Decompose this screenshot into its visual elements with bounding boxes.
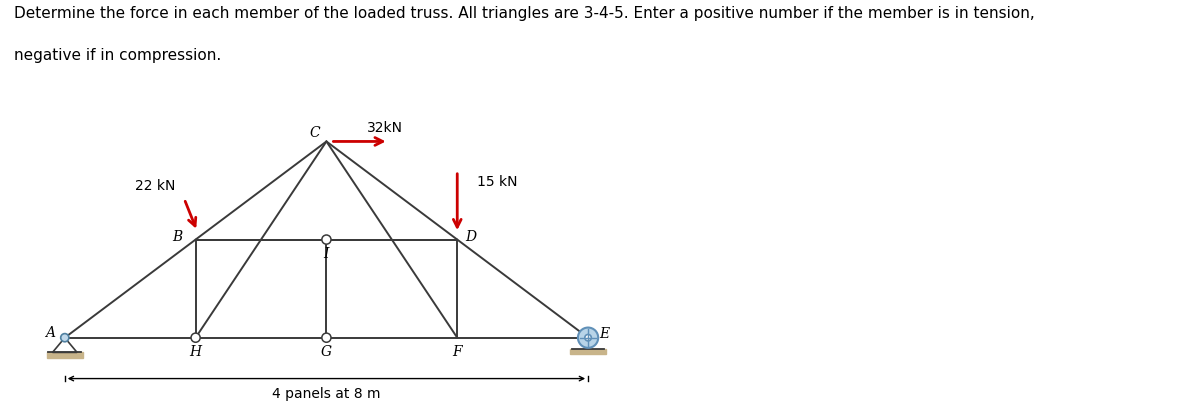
Text: E: E	[600, 327, 609, 342]
Text: negative if in compression.: negative if in compression.	[14, 48, 221, 63]
Circle shape	[584, 334, 592, 341]
Circle shape	[61, 334, 69, 342]
Text: D: D	[466, 230, 477, 244]
Bar	[570, 349, 606, 354]
Text: F: F	[453, 345, 462, 359]
Text: C: C	[310, 126, 320, 140]
Text: I: I	[324, 247, 329, 261]
Text: 4 panels at 8 m: 4 panels at 8 m	[272, 387, 381, 401]
Text: 15 kN: 15 kN	[477, 175, 517, 189]
Text: G: G	[321, 345, 332, 359]
Circle shape	[191, 333, 201, 342]
Text: H: H	[190, 345, 202, 359]
Polygon shape	[53, 338, 76, 352]
Circle shape	[321, 235, 331, 244]
Text: A: A	[45, 326, 55, 340]
Text: 22 kN: 22 kN	[135, 178, 174, 193]
Bar	[47, 352, 82, 358]
Text: B: B	[172, 230, 183, 244]
Circle shape	[321, 333, 331, 342]
Text: 32kN: 32kN	[367, 121, 403, 136]
Circle shape	[578, 327, 599, 348]
Text: Determine the force in each member of the loaded truss. All triangles are 3-4-5.: Determine the force in each member of th…	[14, 6, 1035, 21]
